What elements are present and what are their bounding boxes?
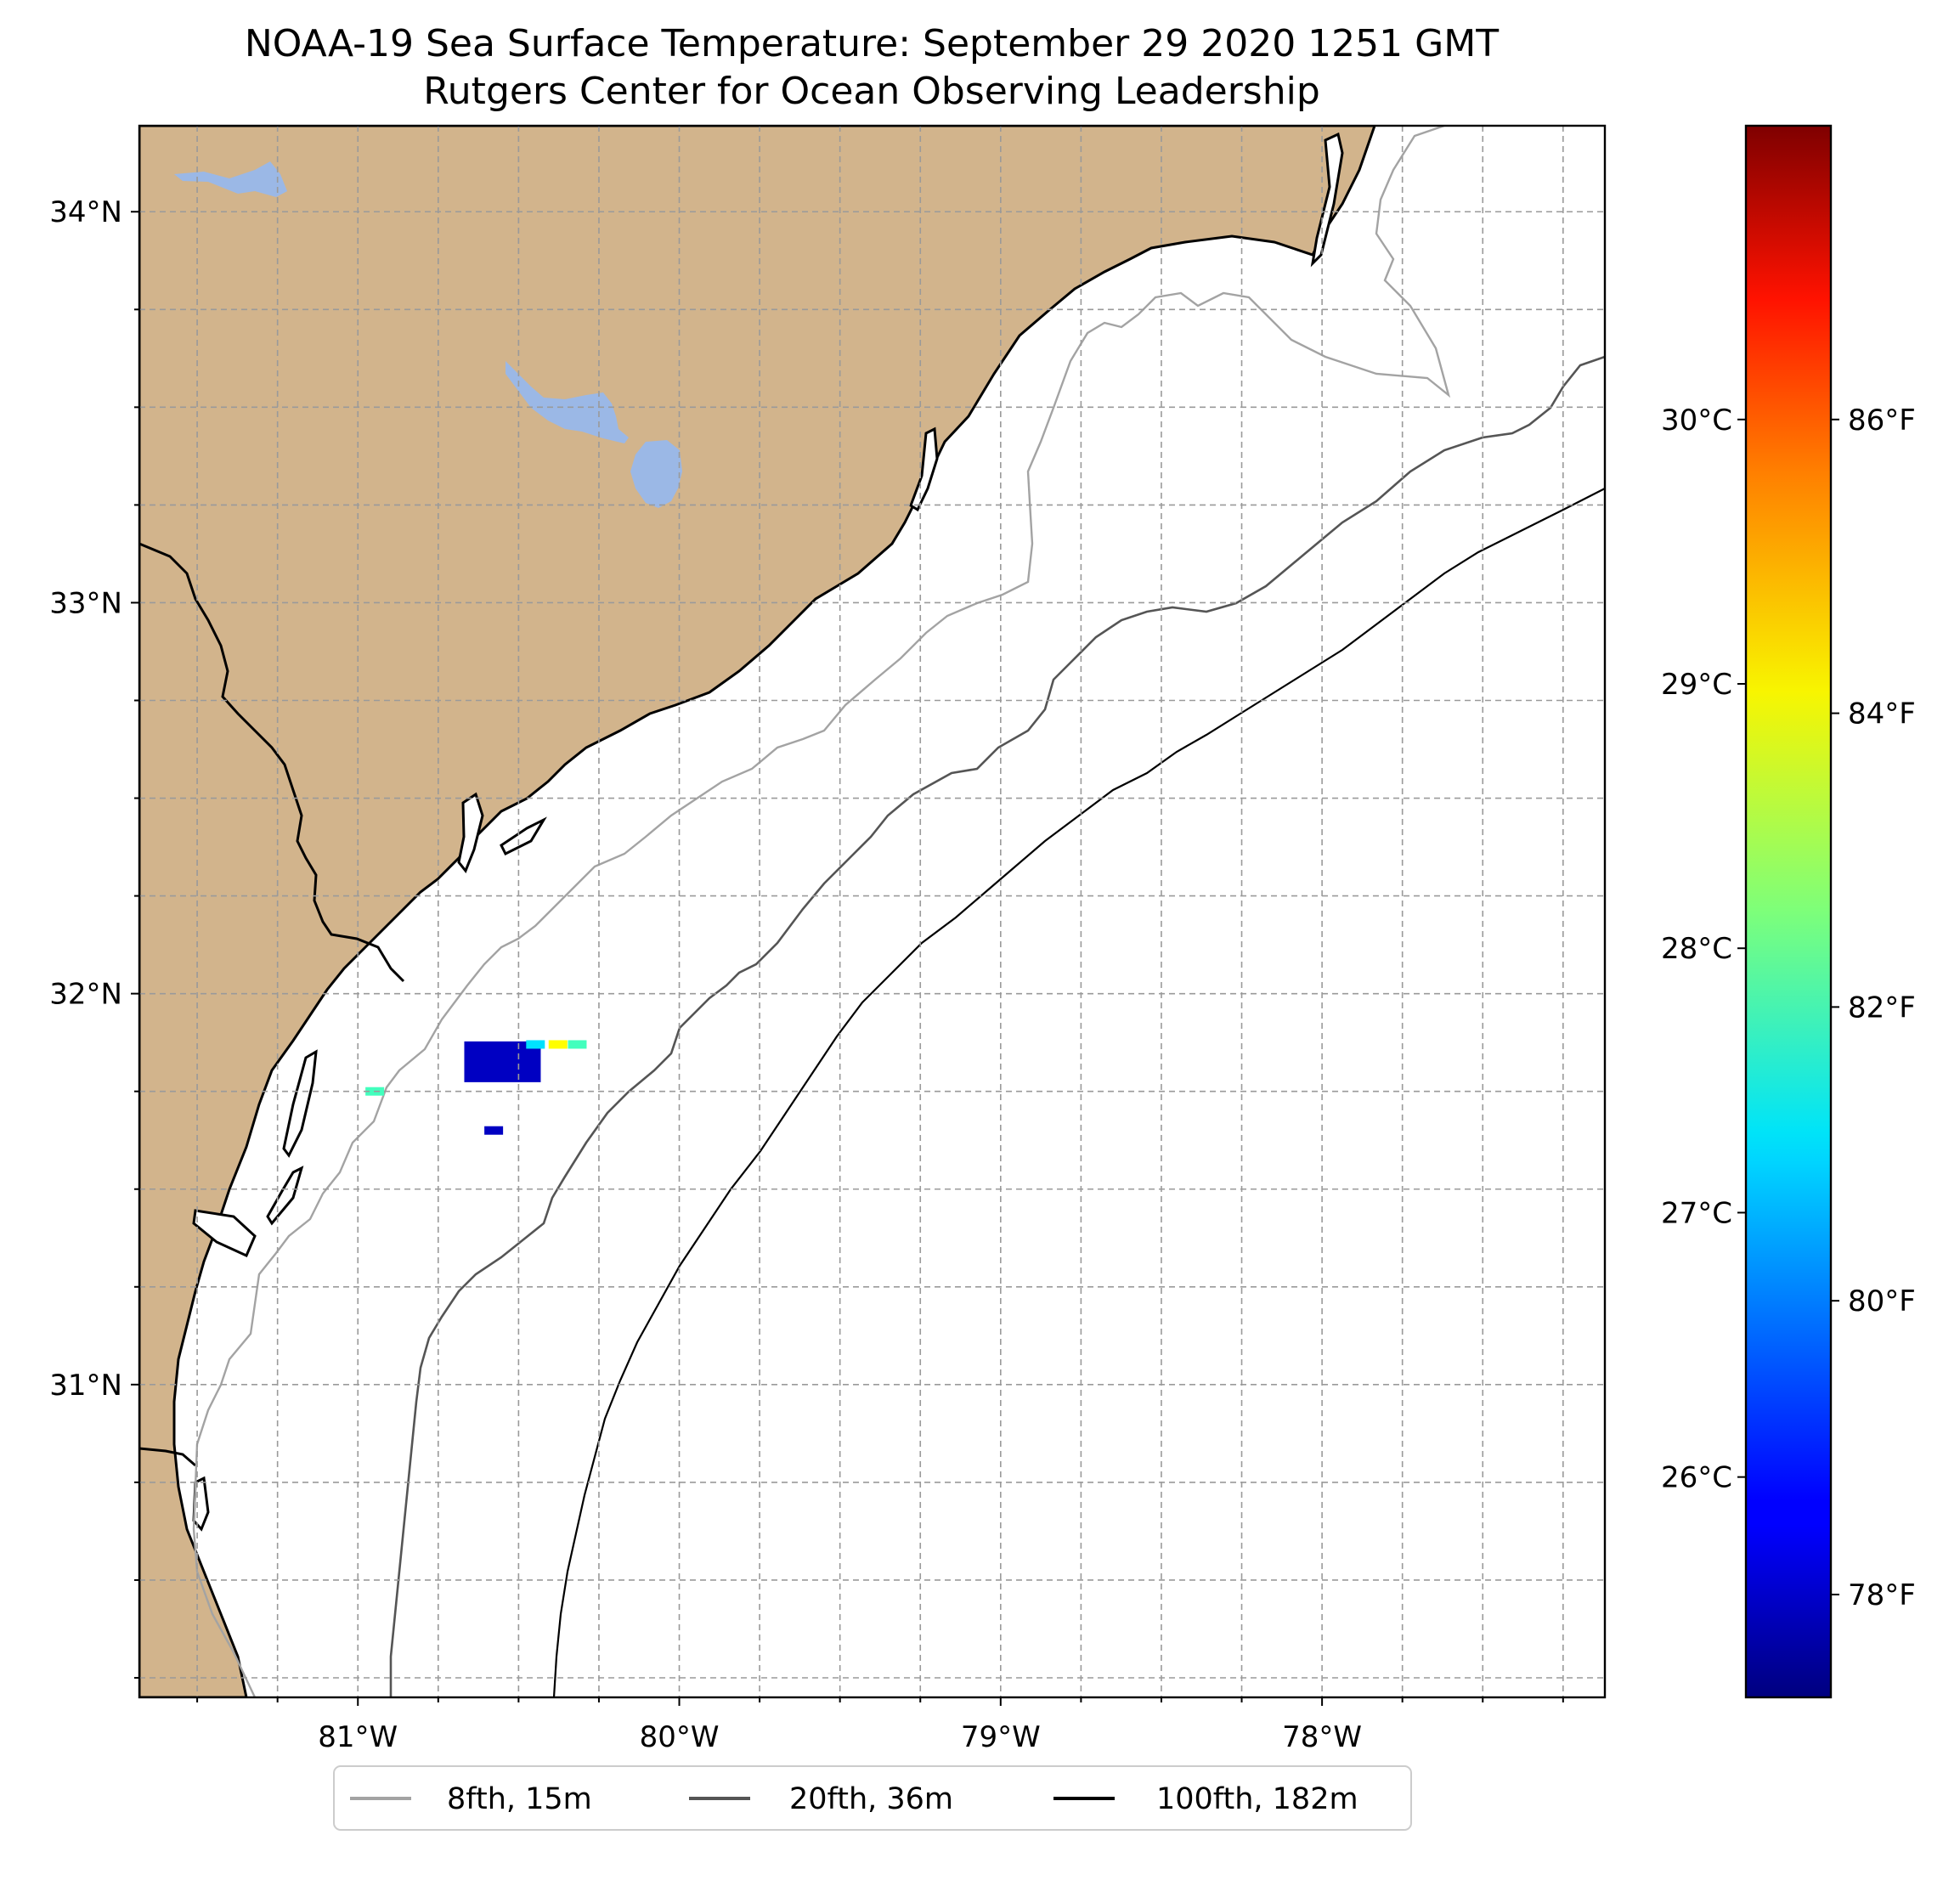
legend: 8fth, 15m 20fth, 36m 100fth, 182m [333,1765,1412,1831]
sst-pixel [548,1040,568,1049]
y-axis: 34°N 33°N 32°N 31°N [49,195,139,1679]
colorbar [1744,124,1833,1699]
sst-pixel [526,1040,545,1049]
legend-label-8fth: 8fth, 15m [447,1782,592,1816]
x-axis: 81°W 80°W 79°W 78°W [196,1697,1564,1754]
gridlines [139,126,1605,1697]
isobath-8fth [192,126,1451,1697]
land-mass [139,126,1376,1697]
y-tick-label: 31°N [49,1369,122,1403]
inner-sound-10 [139,1447,196,1467]
lake-2 [506,361,629,443]
inner-sound-6 [266,1166,304,1226]
fahrenheit-tick-label: 84°F [1848,697,1916,731]
legend-box [333,1765,1412,1831]
lake-1 [174,161,287,197]
fahrenheit-tick-label: 78°F [1848,1578,1916,1612]
inner-sound-1 [1310,132,1344,268]
fahrenheit-tick-label: 80°F [1848,1284,1916,1318]
x-tick-label: 81°W [318,1720,398,1754]
x-tick-label: 80°W [640,1720,720,1754]
celsius-tick-label: 26°C [1661,1461,1732,1495]
celsius-tick-label: 29°C [1661,668,1732,702]
celsius-tick-label: 30°C [1661,404,1732,438]
legend-label-100fth: 100fth, 182m [1156,1782,1358,1816]
lake-3 [630,440,682,508]
map-frame [138,124,1607,1699]
colorbar-fahrenheit-axis: 78°F 80°F 82°F 84°F 86°F [1831,404,1916,1612]
isobath-20fth [389,355,1605,1697]
inner-sound-9 [139,542,405,983]
x-tick-label: 78°W [1282,1720,1362,1754]
inner-sound-4 [500,816,547,856]
sst-pixel [568,1040,587,1049]
inner-sound-7 [192,1209,257,1257]
fahrenheit-tick-label: 82°F [1848,991,1916,1025]
sst-pixel [484,1126,504,1135]
y-tick-label: 34°N [49,195,122,229]
map-subtitle: Rutgers Center for Ocean Observing Leade… [423,70,1320,113]
celsius-tick-label: 28°C [1661,932,1732,966]
fahrenheit-tick-label: 86°F [1848,404,1916,438]
legend-label-20fth: 20fth, 36m [789,1782,953,1816]
x-tick-label: 79°W [961,1720,1041,1754]
inner-sound-2 [909,426,939,512]
y-tick-label: 32°N [49,978,122,1012]
isobath-100fth [552,488,1605,1697]
y-tick-label: 33°N [49,586,122,620]
sst-observations [365,1040,587,1135]
celsius-tick-label: 27°C [1661,1196,1732,1230]
map-title: NOAA-19 Sea Surface Temperature: Septemb… [245,22,1499,65]
inner-sound-5 [282,1049,318,1158]
colorbar-celsius-axis: 26°C 27°C 28°C 29°C 30°C [1661,404,1746,1495]
map-area [139,126,1605,1697]
